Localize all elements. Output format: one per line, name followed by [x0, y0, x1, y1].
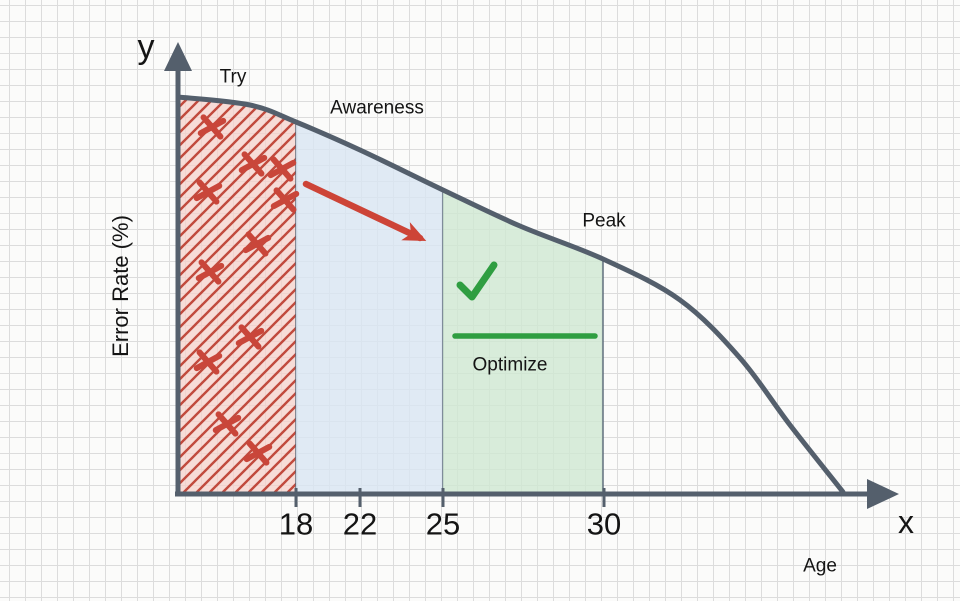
x-axis-arrowhead-icon: [867, 479, 899, 509]
region-label-try: Try: [219, 66, 247, 88]
error-x-mark-icon: [193, 349, 223, 375]
error-x-mark-icon: [193, 179, 223, 205]
check-mark-icon: [456, 261, 498, 301]
y-axis-letter: y: [137, 28, 155, 66]
error-x-mark-icon: [242, 231, 272, 257]
x-tick-label: 30: [586, 506, 622, 542]
y-axis-title: Error Rate (%): [108, 215, 133, 357]
x-axis-title: Age: [803, 555, 837, 577]
error-x-mark-icon: [212, 411, 242, 437]
error-x-mark-icon: [195, 259, 225, 285]
error-x-mark-icon: [238, 151, 268, 177]
decline-arrow-icon: [302, 180, 427, 242]
error-x-mark-icon: [270, 187, 300, 213]
error-x-mark-icon: [197, 114, 227, 140]
region-label-optimize: Optimize: [472, 354, 548, 376]
region-label-peak: Peak: [582, 210, 626, 232]
learning-curve: [175, 94, 846, 495]
error-x-mark-icon: [235, 324, 265, 350]
y-axis-arrowhead-icon: [164, 42, 192, 71]
x-tick-label: 22: [342, 506, 378, 542]
error-x-mark-icon: [243, 440, 273, 466]
x-tick-label: 18: [278, 506, 314, 542]
region-label-awareness: Awareness: [330, 97, 424, 119]
region-try-hatch: [178, 97, 296, 494]
x-axis-letter: x: [898, 504, 914, 540]
error-x-mark-icon: [267, 156, 297, 182]
region-awareness-fill: [296, 122, 443, 494]
region-optimize-fill: [443, 190, 603, 494]
x-tick-label: 25: [425, 506, 461, 542]
